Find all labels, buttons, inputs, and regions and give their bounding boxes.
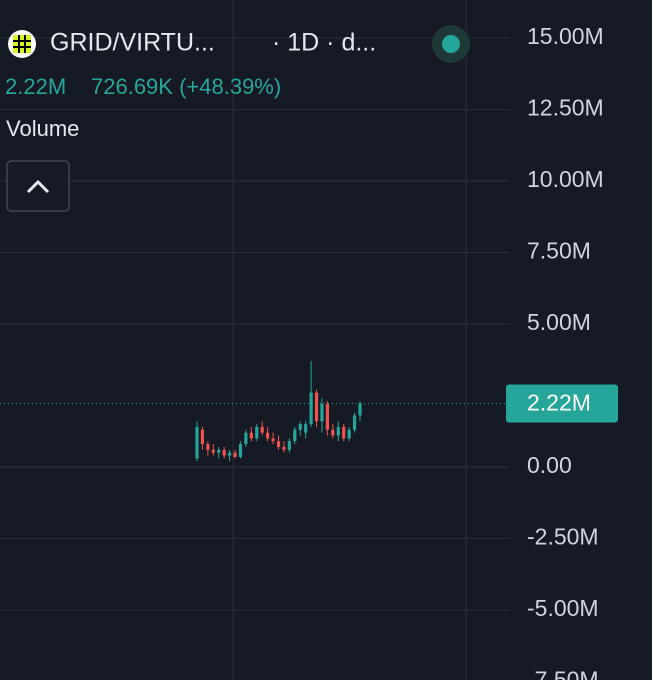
candle-body	[282, 446, 286, 450]
y-tick-label: 12.50M	[527, 95, 604, 121]
volume-value: 2.22M	[5, 74, 66, 99]
candle-body	[266, 432, 270, 439]
last-price-label: 2.22M	[527, 390, 591, 416]
collapse-button[interactable]	[6, 160, 70, 212]
candle-body	[195, 426, 199, 459]
candle-body	[244, 432, 248, 445]
candle-body	[217, 449, 221, 453]
change: 726.69K (+48.39%)	[91, 74, 281, 99]
candle-body	[336, 426, 340, 436]
candle-body	[320, 404, 324, 422]
candle-body	[287, 441, 291, 450]
plot	[0, 37, 510, 611]
candle-body	[233, 452, 237, 457]
candle-body	[211, 449, 215, 453]
symbol: GRID/VIRTU...	[50, 29, 215, 57]
y-tick-label: -7.50M	[527, 667, 599, 680]
y-tick-label: 0.00	[527, 452, 572, 478]
candle-body	[304, 424, 308, 433]
candle-body	[358, 403, 362, 416]
candle-body	[206, 444, 210, 450]
candle-body	[298, 424, 302, 430]
candle-body	[331, 429, 335, 436]
candle-body	[276, 441, 281, 447]
y-axis: 15.00M 12.50M 10.00M 7.50M 5.00M 0.00 -2.50M -5…	[506, 23, 618, 680]
candle-body	[342, 426, 346, 439]
interval: · 1D · d...	[272, 29, 376, 57]
candle-body	[238, 444, 243, 457]
candle-body	[325, 404, 329, 430]
y-tick-label: 7.50M	[527, 238, 591, 264]
candle-body	[293, 429, 297, 442]
candle-body	[352, 415, 357, 430]
y-tick-label: 10.00M	[527, 166, 604, 192]
y-tick-label: 5.00M	[527, 309, 591, 335]
candle-body	[309, 392, 313, 425]
candle-body	[200, 429, 205, 445]
indicator-label: Volume	[6, 116, 79, 141]
candle-body	[271, 438, 275, 442]
candle-body	[249, 432, 253, 439]
y-tick-label: -5.00M	[527, 595, 599, 621]
candle-body	[222, 449, 226, 456]
symbol-icon	[8, 30, 36, 58]
status-dot	[442, 35, 460, 53]
candle-body	[228, 452, 232, 456]
candle-body	[260, 426, 264, 433]
y-tick-label: 15.00M	[527, 23, 604, 49]
last-price-box	[506, 384, 618, 423]
candle-body	[255, 426, 259, 439]
candle-body	[347, 429, 351, 439]
candle-body	[314, 392, 319, 422]
y-tick-label: -2.50M	[527, 524, 599, 550]
